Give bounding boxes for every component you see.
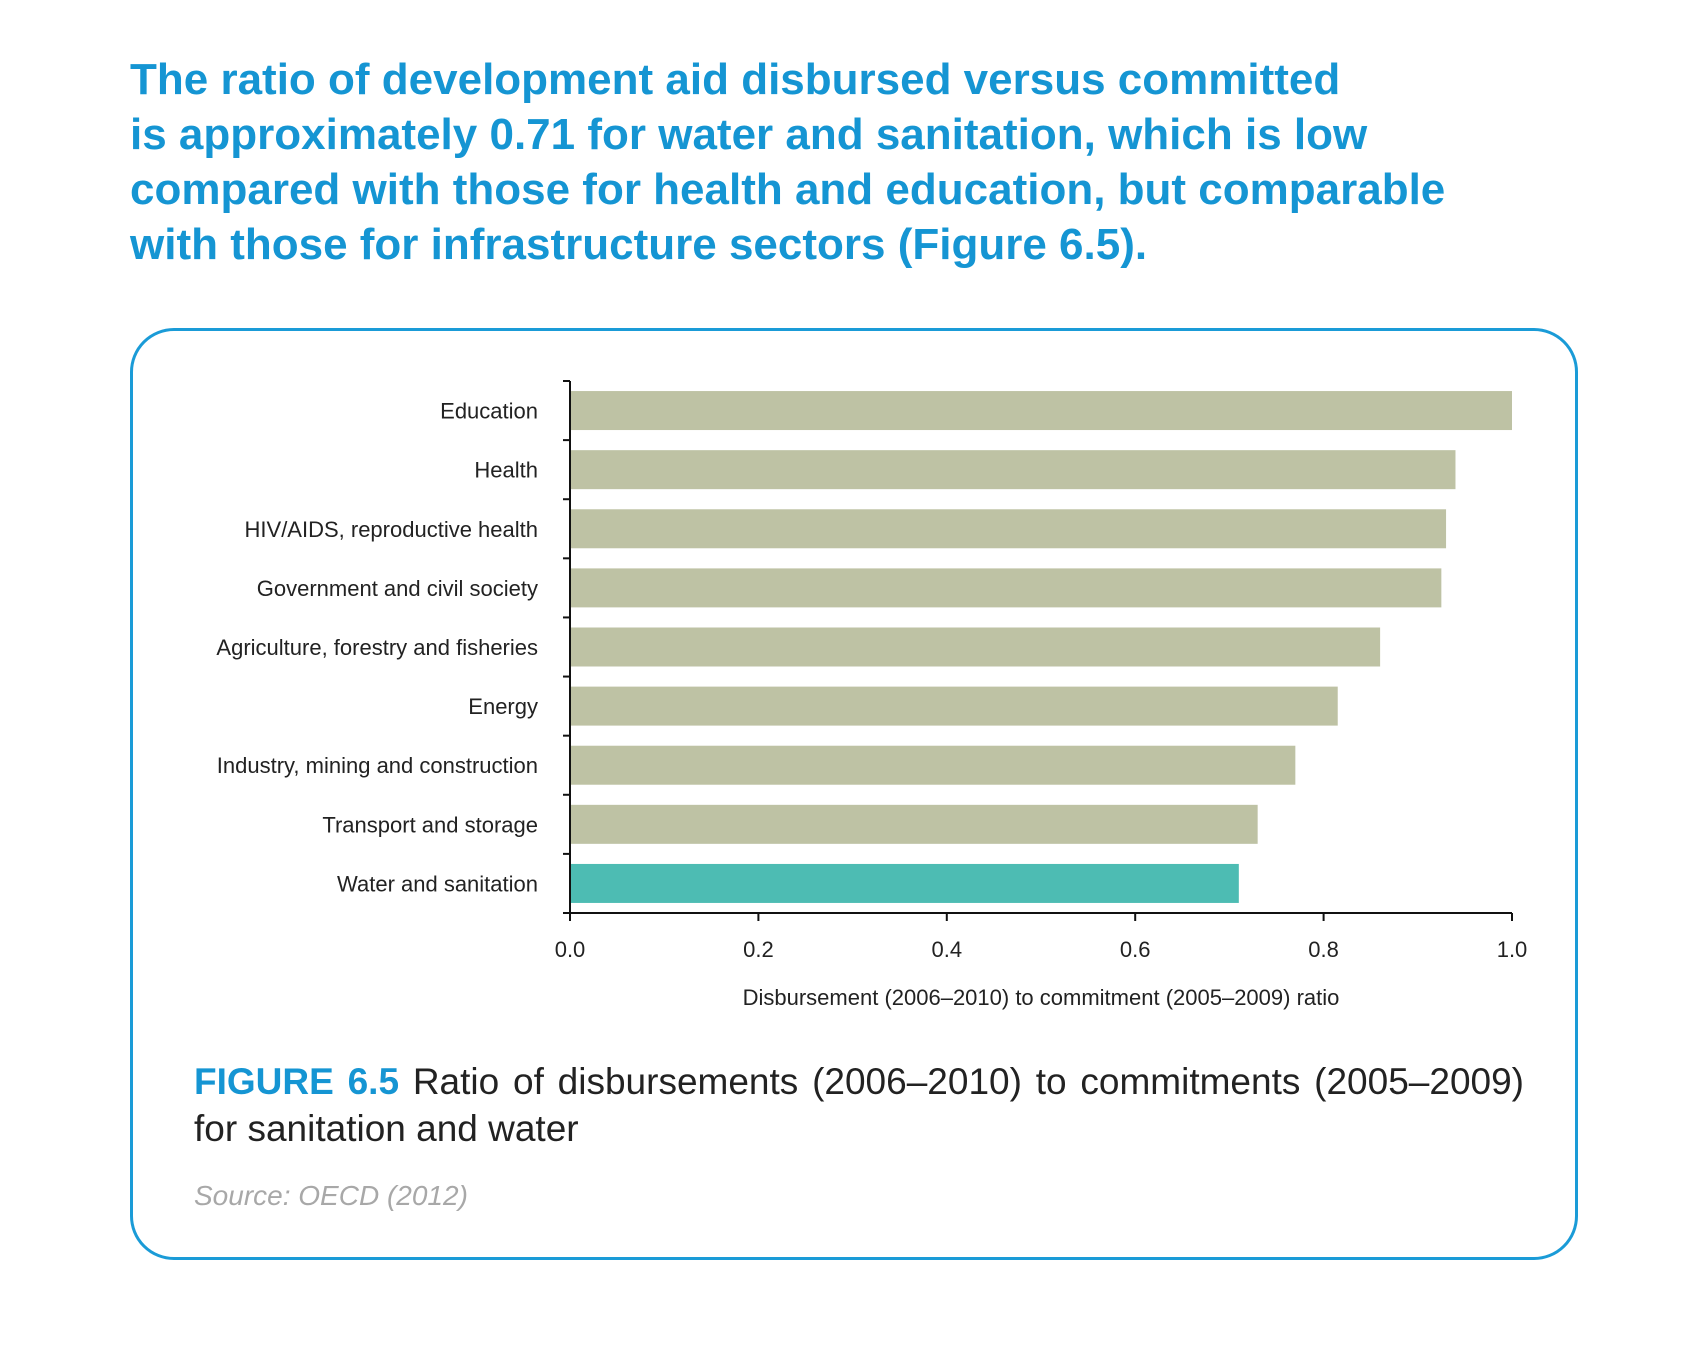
headline: The ratio of development aid disbursed v… [130,52,1570,272]
bar [570,686,1338,726]
x-tick-label: 1.0 [1497,937,1528,962]
headline-line: compared with those for health and educa… [130,165,1446,214]
category-label: Agriculture, forestry and fisheries [216,635,538,660]
category-label: Industry, mining and construction [217,753,538,778]
headline-line: with those for infrastructure sectors (F… [130,220,1148,269]
bar [570,745,1296,785]
bar [570,863,1239,903]
figure-caption-text: Ratio of disbursements (2006–2010) to co… [194,1061,1524,1149]
headline-line: The ratio of development aid disbursed v… [130,55,1341,104]
category-label: Energy [468,694,538,719]
figure-box [130,328,1578,1260]
figure-caption: FIGURE 6.5 Ratio of disbursements (2006–… [194,1058,1524,1152]
x-tick-label: 0.8 [1308,937,1339,962]
category-label: Transport and storage [322,812,538,837]
figure-label: FIGURE 6.5 [194,1061,400,1102]
x-tick-label: 0.2 [743,937,774,962]
category-label: Water and sanitation [337,871,538,896]
category-label: Health [474,458,538,483]
bar [570,450,1456,490]
category-label: Government and civil society [257,576,538,601]
x-tick-label: 0.4 [932,937,963,962]
bar [570,509,1447,549]
figure-source: Source: OECD (2012) [194,1180,468,1211]
bar [570,568,1442,608]
bar [570,627,1381,667]
headline-line: is approximately 0.71 for water and sani… [130,110,1368,159]
category-label: Education [440,399,538,424]
x-axis-title: Disbursement (2006–2010) to commitment (… [743,985,1340,1010]
bar [570,391,1512,431]
x-tick-label: 0.0 [555,937,586,962]
category-label: HIV/AIDS, reproductive health [245,517,538,542]
bar [570,804,1258,844]
x-tick-label: 0.6 [1120,937,1151,962]
